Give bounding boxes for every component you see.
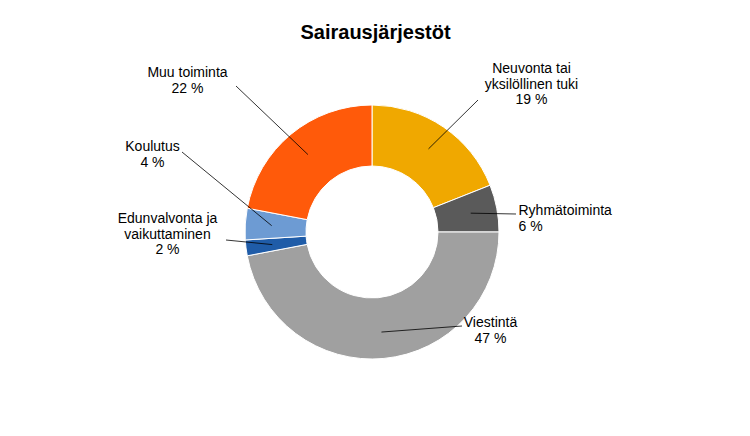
svg-text:Edunvalvonta javaikuttaminen2: Edunvalvonta javaikuttaminen2 % xyxy=(118,210,218,257)
svg-text:Muu toiminta22 %: Muu toiminta22 % xyxy=(147,64,227,95)
svg-text:Viestintä47 %: Viestintä47 % xyxy=(464,314,518,345)
svg-text:Koulutus4 %: Koulutus4 % xyxy=(125,138,179,169)
svg-text:Sairausjärjestöt: Sairausjärjestöt xyxy=(300,21,450,43)
svg-text:Neuvonta taiyksilöllinen tuki1: Neuvonta taiyksilöllinen tuki19 % xyxy=(485,60,578,107)
svg-text:Ryhmätoiminta6 %: Ryhmätoiminta6 % xyxy=(519,202,613,233)
